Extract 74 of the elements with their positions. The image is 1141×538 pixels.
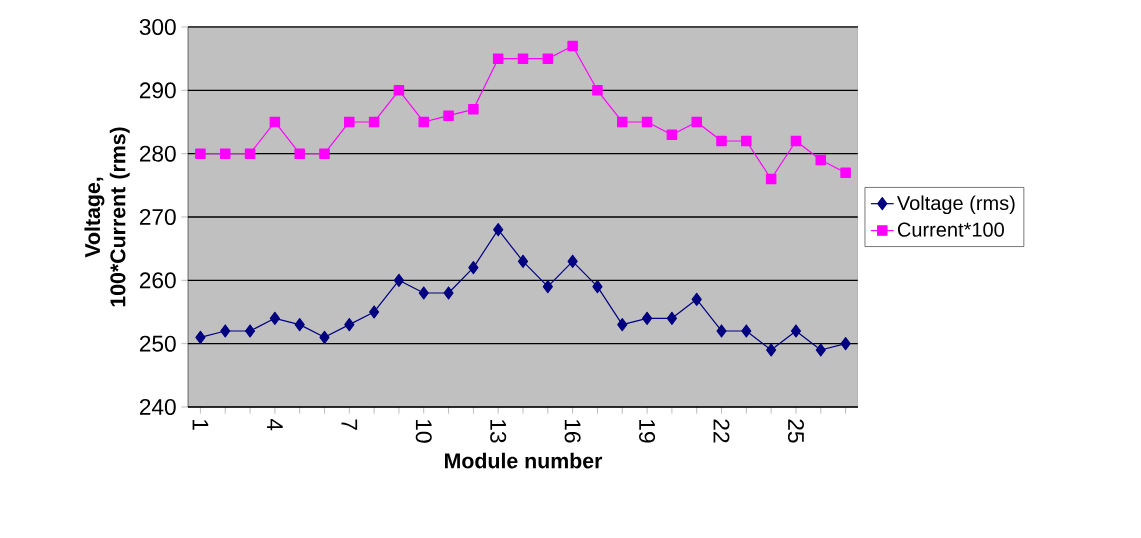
point bbox=[592, 280, 603, 294]
point bbox=[741, 135, 752, 147]
point bbox=[269, 311, 280, 325]
point bbox=[195, 330, 206, 344]
point bbox=[294, 148, 305, 159]
legend-label: Voltage (rms) bbox=[897, 195, 1015, 215]
legend-label: Current*100 bbox=[897, 222, 1004, 237]
point bbox=[790, 324, 802, 338]
point bbox=[244, 148, 256, 159]
point bbox=[468, 104, 479, 115]
point bbox=[418, 116, 430, 128]
point bbox=[765, 173, 777, 185]
y-tick-label: 270 bbox=[139, 208, 176, 226]
x-tick-label: 13 bbox=[490, 420, 507, 443]
point bbox=[641, 116, 653, 128]
point bbox=[443, 286, 454, 300]
x-tick-label: 25 bbox=[787, 419, 804, 443]
point bbox=[195, 148, 206, 159]
x-tick-label: 4 bbox=[267, 418, 283, 431]
point bbox=[517, 254, 529, 268]
point bbox=[567, 40, 578, 52]
point bbox=[294, 318, 305, 332]
point bbox=[641, 311, 653, 325]
point bbox=[666, 311, 677, 325]
point bbox=[790, 135, 802, 147]
y-axis-title: Voltage, 100*Current (rms) bbox=[84, 127, 130, 307]
point bbox=[617, 318, 628, 332]
point bbox=[319, 148, 330, 159]
y-tick-label: 260 bbox=[139, 272, 176, 289]
point bbox=[567, 254, 578, 268]
x-tick-label: 10 bbox=[415, 420, 432, 443]
y-tick-label: 290 bbox=[139, 82, 176, 99]
point bbox=[244, 324, 256, 338]
point bbox=[691, 116, 702, 128]
point bbox=[493, 223, 504, 237]
y-tick-label: 300 bbox=[139, 18, 176, 36]
point bbox=[542, 280, 553, 294]
x-axis-title: Module number bbox=[445, 452, 603, 469]
x-tick-label: 7 bbox=[341, 419, 358, 430]
point bbox=[393, 85, 405, 96]
point bbox=[369, 305, 380, 319]
point bbox=[766, 343, 777, 357]
point bbox=[691, 292, 702, 306]
point bbox=[716, 324, 727, 338]
point bbox=[840, 167, 851, 178]
point bbox=[517, 53, 529, 64]
point bbox=[269, 116, 281, 128]
point bbox=[344, 116, 355, 128]
point bbox=[592, 85, 603, 96]
point bbox=[815, 343, 826, 357]
x-tick-label: 22 bbox=[713, 419, 730, 443]
y-tick-label: 280 bbox=[139, 145, 176, 162]
point bbox=[368, 116, 380, 128]
x-tick-label: 16 bbox=[564, 420, 581, 443]
point bbox=[542, 53, 554, 64]
y-tick-label: 250 bbox=[139, 335, 176, 352]
point bbox=[617, 116, 628, 128]
point bbox=[741, 324, 752, 338]
point bbox=[815, 154, 827, 166]
point bbox=[666, 129, 678, 140]
point bbox=[344, 318, 355, 332]
point bbox=[220, 324, 231, 338]
x-tick-label: 1 bbox=[192, 420, 209, 430]
y-tick-label: 240 bbox=[139, 398, 176, 416]
point bbox=[840, 337, 851, 351]
point bbox=[716, 135, 727, 147]
point bbox=[393, 273, 405, 287]
point bbox=[219, 148, 231, 159]
point bbox=[443, 110, 454, 121]
point bbox=[319, 330, 330, 344]
point bbox=[418, 286, 429, 300]
point bbox=[468, 261, 479, 275]
point bbox=[492, 53, 504, 64]
x-tick-label: 19 bbox=[639, 420, 656, 443]
